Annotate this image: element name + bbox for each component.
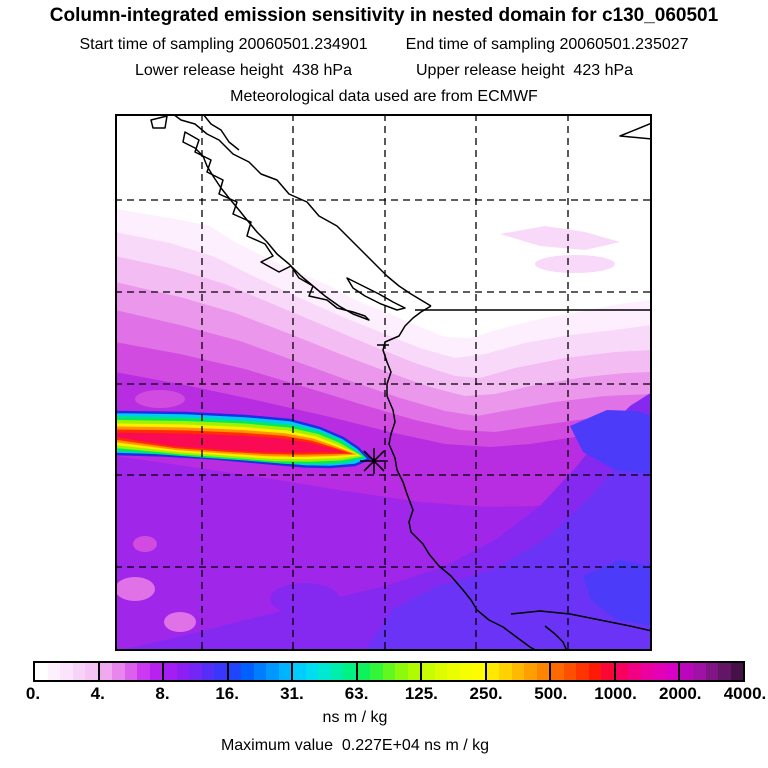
contour-field: [115, 114, 652, 651]
river-fork: [544, 625, 568, 652]
inlet-channel: [202, 113, 240, 151]
figure-title: Column-integrated emission sensitivity i…: [49, 5, 719, 26]
colorbar-cell: [420, 663, 485, 680]
map-frame: [115, 114, 652, 651]
colorbar-tick-label: 4.: [90, 684, 105, 703]
maximum-value-label: Maximum value 0.227E+04 ns m / kg: [220, 737, 490, 754]
strait-islet: [346, 277, 406, 311]
map-panel: [113, 113, 653, 652]
colorbar-tick-label: 500.: [534, 684, 568, 703]
colorbar-cell: [355, 663, 421, 680]
vancouver-island: [182, 131, 370, 321]
met-source-row: Meteorological data used are from ECMWF: [0, 88, 768, 106]
colorbar-tick-label: 4000.: [723, 684, 767, 703]
colorbar-cell: [162, 663, 227, 680]
colorbar-cell: [613, 663, 679, 680]
colorbar-cell: [678, 663, 744, 680]
colorbar-tick-label: 250.: [469, 684, 503, 703]
sampling-times-row: Start time of sampling 20060501.234901 En…: [0, 36, 768, 54]
colorbar-cell: [35, 663, 98, 680]
colorbar-cell: [226, 663, 292, 680]
coast-south: [382, 305, 538, 652]
plume: [113, 410, 372, 469]
small-islet: [150, 115, 168, 129]
release-marker-icon: [360, 448, 388, 474]
met-source-label: Meteorological data used are from ECMWF: [230, 88, 538, 105]
river-main: [510, 610, 653, 632]
end-time-label: End time of sampling 20060501.235027: [405, 36, 689, 53]
grid-lines: [115, 114, 652, 651]
lower-release-label: Lower release height 438 hPa: [134, 62, 352, 79]
sensitivity-map: [113, 113, 653, 652]
mainland-coast-north: [172, 113, 432, 307]
colorbar-tick-label: 125.: [404, 684, 438, 703]
colorbar-tick-label: 8.: [155, 684, 170, 703]
colorbar-tick-label: 31.: [280, 684, 304, 703]
colorbar-cell: [291, 663, 356, 680]
colorbar-tick-label: 1000.: [594, 684, 637, 703]
release-heights-row: Lower release height 438 hPa Upper releas…: [0, 62, 768, 80]
colorbar-tick-label: 63.: [344, 684, 369, 703]
colorbar: [33, 661, 745, 682]
colorbar-cell: [97, 663, 163, 680]
upper-release-label: Upper release height 423 hPa: [416, 62, 634, 79]
colorbar-units-label: ns m / kg: [322, 709, 388, 726]
colorbar-cell: [484, 663, 550, 680]
colorbar-ticks: 0. 4. 8. 16. 31. 63. 125. 250. 500. 1000. 2000. 400…: [0, 684, 768, 703]
colorbar-cell: [549, 663, 614, 680]
colorbar-tick-label: 2000.: [658, 684, 702, 703]
start-time-label: Start time of sampling 20060501.234901: [79, 36, 368, 53]
colorbar-tick-label: 0.: [25, 684, 41, 703]
colorbar-tick-label: 16.: [215, 684, 239, 703]
top-right-islet: [619, 122, 653, 140]
coastline-paths: [150, 113, 653, 652]
